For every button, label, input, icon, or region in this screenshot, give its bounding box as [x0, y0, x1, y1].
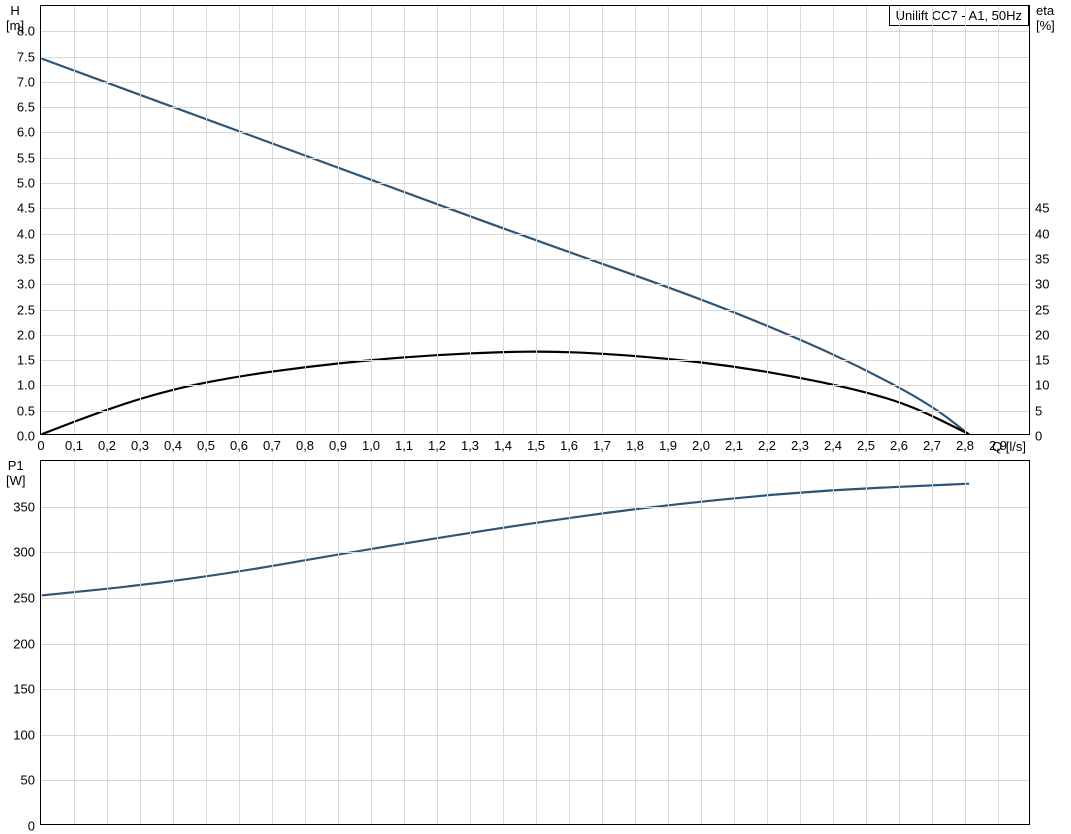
x-tick-label: 1,2: [428, 438, 446, 453]
x-axis-label-flow: Q [l/s]: [992, 439, 1026, 454]
y-left-tick-label: 150: [13, 682, 35, 697]
y-right-tick-label: 15: [1035, 353, 1049, 368]
x-tick-label: 0,3: [131, 438, 149, 453]
chart-title-text: Unilift CC7 - A1, 50Hz: [896, 8, 1022, 23]
x-tick-label: 2,7: [923, 438, 941, 453]
x-tick-label: 0: [37, 438, 44, 453]
chart-title-box: Unilift CC7 - A1, 50Hz: [889, 5, 1029, 26]
x-tick-label: 1,7: [593, 438, 611, 453]
x-tick-label: 2,3: [791, 438, 809, 453]
y-left-tick-label: 6.5: [17, 100, 35, 115]
y-right-tick-label: 40: [1035, 226, 1049, 241]
x-tick-label: 0,1: [65, 438, 83, 453]
x-tick-label: 1,5: [527, 438, 545, 453]
x-tick-label: 0,4: [164, 438, 182, 453]
y-left-tick-label: 250: [13, 590, 35, 605]
x-tick-label: 0,7: [263, 438, 281, 453]
x-tick-label: 1,6: [560, 438, 578, 453]
series-power_curve: [43, 484, 969, 596]
y-left-tick-label: 200: [13, 636, 35, 651]
y-right-tick-label: 5: [1035, 403, 1042, 418]
x-tick-label: 1,9: [659, 438, 677, 453]
x-tick-label: 1,1: [395, 438, 413, 453]
x-tick-label: 0,8: [296, 438, 314, 453]
x-tick-label: 2,1: [725, 438, 743, 453]
y-left-tick-label: 7.0: [17, 74, 35, 89]
y-left-tick-label: 0.5: [17, 403, 35, 418]
x-tick-label: 1,3: [461, 438, 479, 453]
y-left-tick-label: 4.5: [17, 201, 35, 216]
y-right-tick-label: 45: [1035, 201, 1049, 216]
y-left-tick-label: 350: [13, 499, 35, 514]
y-left-label-head: H [m]: [6, 3, 24, 33]
x-tick-label: 2,0: [692, 438, 710, 453]
y-left-tick-label: 4.0: [17, 226, 35, 241]
y-right-label-eta: eta [%]: [1036, 3, 1055, 33]
y-right-tick-label: 20: [1035, 327, 1049, 342]
x-tick-label: 2,8: [956, 438, 974, 453]
y-left-label-power: P1 [W]: [6, 458, 26, 488]
x-tick-label: 2,5: [857, 438, 875, 453]
series-head_curve: [42, 59, 968, 434]
y-left-tick-label: 50: [21, 773, 35, 788]
y-left-tick-label: 100: [13, 727, 35, 742]
x-tick-label: 1,8: [626, 438, 644, 453]
pump-curve-chart: Unilift CC7 - A1, 50Hz 0 0,1 0,2 0,3 0,4 0,5 0…: [0, 0, 1071, 833]
x-tick-label: 0,6: [230, 438, 248, 453]
series-efficiency_curve: [42, 352, 968, 434]
y-right-tick-label: 35: [1035, 251, 1049, 266]
y-right-tick-label: 30: [1035, 277, 1049, 292]
y-left-tick-label: 6.0: [17, 125, 35, 140]
y-left-tick-label: 5.0: [17, 176, 35, 191]
y-left-tick-label: 1.5: [17, 353, 35, 368]
y-left-tick-label: 1.0: [17, 378, 35, 393]
x-tick-label: 2,4: [824, 438, 842, 453]
y-left-tick-label: 300: [13, 545, 35, 560]
x-tick-label: 1,0: [362, 438, 380, 453]
x-tick-label: 0,2: [98, 438, 116, 453]
y-right-tick-label: 0: [1035, 429, 1042, 444]
y-right-tick-label: 25: [1035, 302, 1049, 317]
x-tick-label: 2,6: [890, 438, 908, 453]
y-left-tick-label: 2.0: [17, 327, 35, 342]
x-tick-label: 2,2: [758, 438, 776, 453]
x-tick-label: 0,9: [329, 438, 347, 453]
top-plot-head-eta: Unilift CC7 - A1, 50Hz 00,10,20,30,40,50…: [40, 5, 1030, 435]
y-left-tick-label: 3.5: [17, 251, 35, 266]
y-left-tick-label: 7.5: [17, 49, 35, 64]
y-left-tick-label: 2.5: [17, 302, 35, 317]
y-left-tick-label: 5.5: [17, 150, 35, 165]
y-right-tick-label: 10: [1035, 378, 1049, 393]
x-tick-label: 0,5: [197, 438, 215, 453]
bottom-plot-power: 050100150200250300350400: [40, 460, 1030, 825]
y-left-tick-label: 0: [28, 819, 35, 834]
y-left-tick-label: 3.0: [17, 277, 35, 292]
x-tick-label: 1,4: [494, 438, 512, 453]
y-left-tick-label: 0.0: [17, 429, 35, 444]
